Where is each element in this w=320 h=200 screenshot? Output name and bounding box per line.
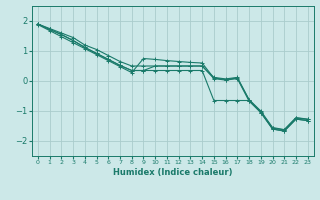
X-axis label: Humidex (Indice chaleur): Humidex (Indice chaleur): [113, 168, 233, 177]
